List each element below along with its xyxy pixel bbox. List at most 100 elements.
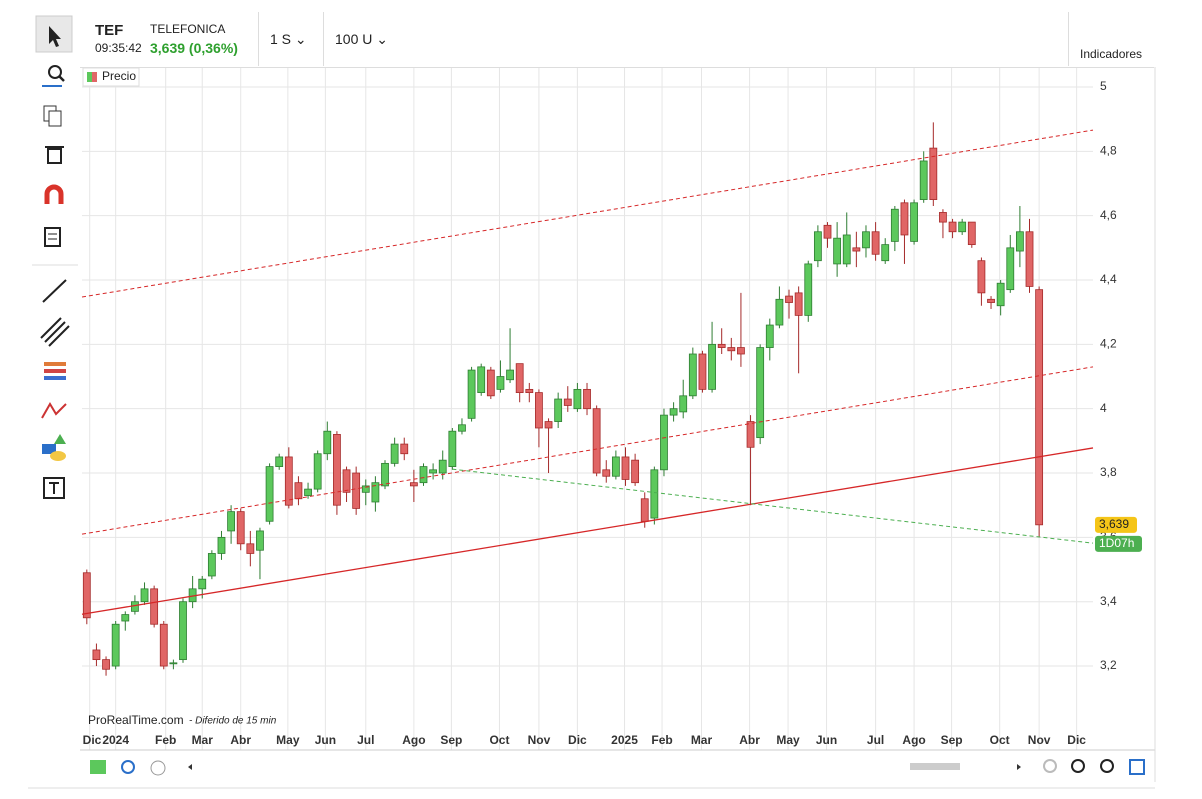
last-price-label: 3,639 [1099, 517, 1129, 531]
tool-pattern[interactable] [41, 402, 67, 419]
candle-body [448, 430, 457, 467]
candle-body [1015, 231, 1024, 252]
tool-notes[interactable] [44, 227, 61, 247]
legend-swatch [87, 72, 92, 82]
candle-body [294, 482, 303, 500]
x-tick-label: Ago [902, 733, 925, 747]
candle-body [361, 485, 370, 493]
candle-body [852, 247, 861, 252]
tool-copy[interactable] [43, 105, 62, 127]
button-help[interactable] [150, 760, 166, 776]
zoom-out[interactable] [1071, 759, 1085, 773]
candle-body [804, 263, 813, 316]
legend: Precio [82, 67, 140, 87]
x-tick-label: Mar [192, 733, 214, 747]
candle-body [602, 469, 611, 477]
button-chart[interactable] [90, 760, 106, 774]
indicators-button[interactable]: Indicadores [1080, 47, 1143, 61]
zoom-in[interactable] [1100, 759, 1114, 773]
candle-body [948, 221, 957, 233]
candle-body [409, 482, 418, 487]
tool-magnet[interactable] [44, 184, 64, 204]
tool-zoom[interactable] [42, 65, 65, 87]
watermark-site: ProRealTime.com [88, 713, 184, 727]
candle-body [169, 662, 178, 665]
candle-body [1006, 247, 1015, 291]
candle-body [717, 343, 726, 348]
zoom-reset[interactable] [1043, 759, 1057, 773]
candle-body [486, 369, 495, 397]
x-tick-label: Dic [83, 733, 102, 747]
trendline [81, 366, 1094, 535]
x-tick-label: Sep [440, 733, 462, 747]
candle-body [785, 295, 793, 303]
pointer-icon [49, 26, 61, 47]
trendline [81, 129, 1094, 298]
y-tick-label: 4,2 [1100, 337, 1117, 351]
candle-body [900, 202, 909, 236]
candle-body [506, 369, 514, 381]
fullscreen[interactable] [1129, 759, 1145, 775]
candle-body [342, 469, 351, 493]
candle-body [554, 398, 563, 422]
candle-body [140, 588, 149, 603]
watermark-note: - Diferido de 15 min [189, 716, 277, 727]
tool-fibonacci[interactable] [44, 362, 66, 380]
candle-body [1025, 231, 1034, 287]
scrollbar[interactable] [910, 763, 960, 770]
scroll-left[interactable] [188, 764, 192, 770]
candle-body [525, 388, 534, 394]
bottom-toolbar [90, 759, 1145, 776]
quote: 3,639 (0,36%) [150, 40, 238, 56]
y-tick-label: 3,2 [1100, 658, 1117, 672]
x-tick-label: Jul [867, 733, 884, 747]
candle-body [967, 221, 976, 246]
x-tick-label: Oct [990, 733, 1010, 747]
legend-label: Precio [102, 69, 136, 83]
candle-body [679, 395, 688, 413]
candle-body [198, 578, 207, 590]
y-tick-label: 3,4 [1100, 594, 1117, 608]
symbol[interactable]: TEF [95, 22, 124, 39]
candle-body [544, 421, 553, 429]
candle-body [92, 649, 101, 661]
candle-body [756, 347, 765, 439]
candle-body [919, 160, 928, 200]
x-tick-label: Jul [357, 733, 374, 747]
period-select[interactable]: 1 S ⌄ [270, 31, 307, 47]
candle-body [765, 324, 774, 348]
last-price-tag [1095, 516, 1137, 533]
x-tick-label: Nov [1028, 733, 1051, 747]
period: 1 S [270, 31, 292, 47]
y-tick-label: 3,8 [1100, 465, 1117, 479]
tool-line[interactable] [42, 279, 67, 303]
candle-body [573, 388, 582, 410]
candle-body [823, 224, 832, 239]
tool-delete[interactable] [45, 146, 64, 164]
candle-body [333, 434, 341, 506]
candle-body [910, 202, 918, 242]
separator [258, 12, 259, 66]
candle-body [217, 536, 226, 554]
button-share[interactable] [121, 760, 135, 774]
candle-body [871, 231, 880, 255]
tool-text[interactable] [43, 477, 65, 499]
candle-body [958, 221, 967, 233]
units-select[interactable]: 100 U ⌄ [335, 31, 388, 47]
tool-shapes[interactable] [42, 434, 66, 461]
candle-body [794, 292, 803, 316]
trendline [452, 468, 1094, 544]
candle-body [727, 347, 736, 352]
x-tick-label: Sep [941, 733, 963, 747]
candle-body [179, 601, 187, 661]
scroll-right[interactable] [1017, 764, 1021, 770]
candle-body [323, 430, 332, 455]
candle-body [563, 398, 572, 406]
candle-body [535, 392, 543, 429]
x-tick-label: Abr [739, 733, 760, 747]
candle-body [284, 456, 293, 506]
tool-channel[interactable] [40, 317, 70, 347]
candle-body [304, 488, 312, 496]
candle-body [371, 482, 380, 503]
